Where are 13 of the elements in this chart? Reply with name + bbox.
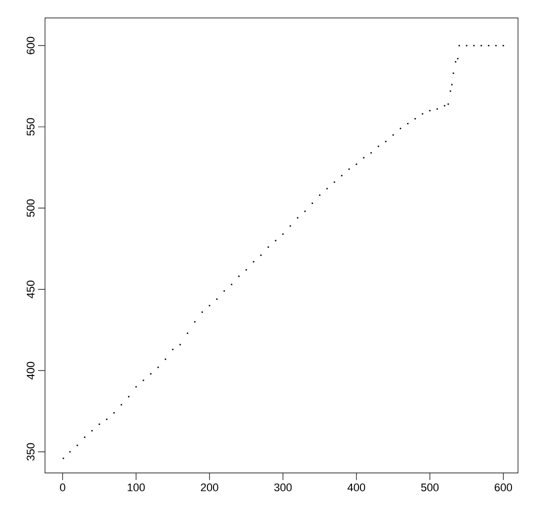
x-tick-label: 500 bbox=[421, 484, 439, 492]
x-tick-label: 600 bbox=[494, 484, 512, 492]
y-tick-label: 400 bbox=[26, 362, 34, 380]
x-tick-label: 200 bbox=[200, 484, 218, 492]
y-tick-label: 500 bbox=[26, 199, 34, 217]
y-tick-label: 600 bbox=[26, 36, 34, 54]
y-tick-label: 550 bbox=[26, 118, 34, 136]
y-tick-label: 350 bbox=[26, 443, 34, 461]
y-tick-label: 450 bbox=[26, 280, 34, 298]
x-tick-label: 100 bbox=[128, 484, 145, 492]
x-tick-label: 0 bbox=[60, 484, 66, 492]
x-tick-label: 300 bbox=[274, 484, 292, 492]
x-tick-label: 400 bbox=[348, 484, 366, 492]
